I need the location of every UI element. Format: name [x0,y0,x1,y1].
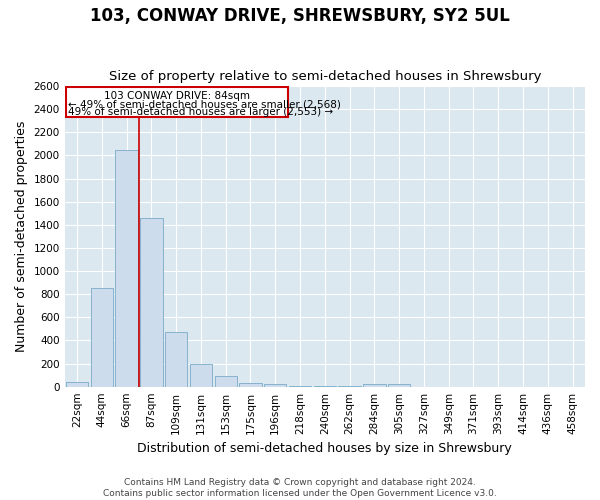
Bar [239,383,262,386]
Bar [91,288,113,386]
Bar [190,364,212,386]
Text: 103 CONWAY DRIVE: 84sqm: 103 CONWAY DRIVE: 84sqm [104,90,250,101]
Text: 103, CONWAY DRIVE, SHREWSBURY, SY2 5UL: 103, CONWAY DRIVE, SHREWSBURY, SY2 5UL [90,8,510,26]
Bar [363,384,386,386]
Bar [388,384,410,386]
Bar [215,376,237,386]
X-axis label: Distribution of semi-detached houses by size in Shrewsbury: Distribution of semi-detached houses by … [137,442,512,455]
Bar [140,218,163,386]
FancyBboxPatch shape [66,87,287,118]
Bar [165,332,187,386]
Bar [66,382,88,386]
Bar [264,384,286,386]
Y-axis label: Number of semi-detached properties: Number of semi-detached properties [15,120,28,352]
Text: ← 49% of semi-detached houses are smaller (2,568): ← 49% of semi-detached houses are smalle… [68,100,341,110]
Title: Size of property relative to semi-detached houses in Shrewsbury: Size of property relative to semi-detach… [109,70,541,84]
Text: Contains HM Land Registry data © Crown copyright and database right 2024.
Contai: Contains HM Land Registry data © Crown c… [103,478,497,498]
Bar [115,150,138,386]
Text: 49% of semi-detached houses are larger (2,553) →: 49% of semi-detached houses are larger (… [68,108,334,118]
